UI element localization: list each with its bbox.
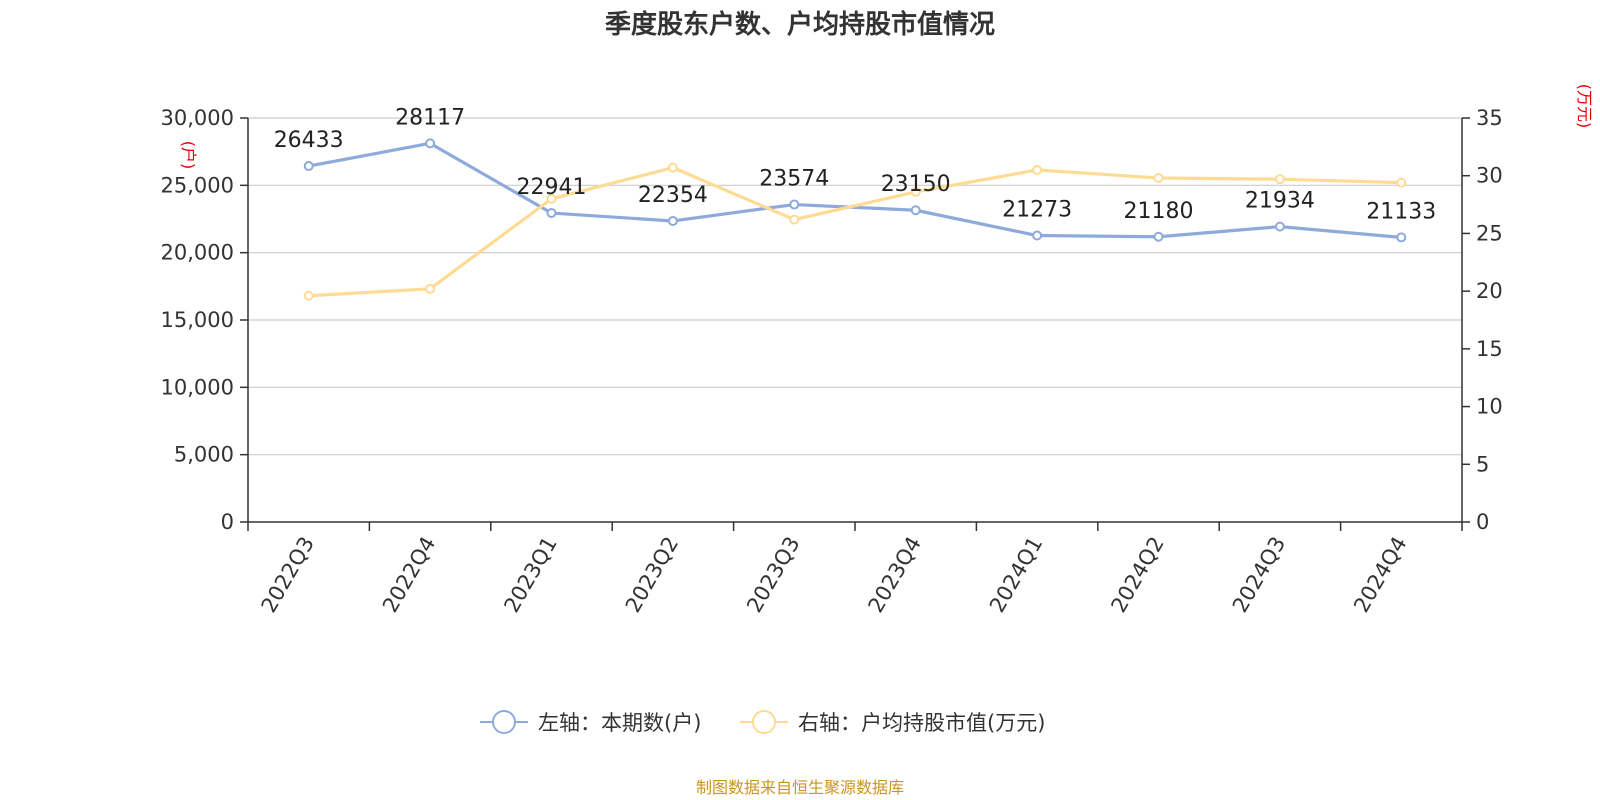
series-0-point[interactable] bbox=[910, 205, 921, 216]
series-line-0 bbox=[308, 141, 1402, 240]
legend-label-1[interactable]: 右轴：户均持股市值(万元) bbox=[798, 711, 1045, 735]
x-tick-label: 2022Q3 bbox=[257, 533, 319, 617]
series-layer bbox=[303, 138, 1407, 301]
legend[interactable]: 左轴：本期数(户) 右轴：户均持股市值(万元) bbox=[480, 710, 1045, 735]
series-1-point[interactable] bbox=[1153, 173, 1164, 184]
series-0-point[interactable] bbox=[546, 208, 557, 219]
chart-title: 季度股东户数、户均持股市值情况 bbox=[605, 9, 995, 40]
left-axis-ticks: 0 5,000 10,000 15,000 20,000 25,000 30,000 bbox=[161, 106, 248, 534]
left-tick-label: 10,000 bbox=[161, 375, 234, 399]
series-0-point[interactable] bbox=[1396, 232, 1407, 243]
data-label: 21934 bbox=[1245, 189, 1315, 214]
series-1-point[interactable] bbox=[667, 162, 678, 173]
right-tick-label: 20 bbox=[1476, 279, 1503, 303]
series-0-point[interactable] bbox=[667, 215, 678, 226]
series-1-point[interactable] bbox=[1274, 174, 1285, 185]
x-axis-ticks: 2022Q3 2022Q4 2023Q1 2023Q2 2023Q3 2023Q4 2024… bbox=[247, 522, 1463, 617]
series-0-point[interactable] bbox=[1153, 231, 1164, 242]
series-line-1 bbox=[308, 166, 1402, 298]
left-tick-label: 0 bbox=[221, 510, 234, 534]
x-tick-label: 2023Q4 bbox=[864, 533, 926, 617]
right-tick-label: 0 bbox=[1476, 510, 1489, 534]
legend-label-0[interactable]: 左轴：本期数(户) bbox=[538, 711, 701, 735]
data-label: 22941 bbox=[517, 175, 587, 200]
right-tick-label: 25 bbox=[1476, 221, 1503, 245]
series-0-point[interactable] bbox=[425, 138, 436, 149]
x-tick-label: 2024Q3 bbox=[1228, 533, 1290, 617]
right-axis-unit: (万元) bbox=[1575, 84, 1594, 129]
left-tick-label: 15,000 bbox=[161, 308, 234, 332]
left-tick-label: 20,000 bbox=[161, 241, 234, 265]
series-1-point[interactable] bbox=[425, 283, 436, 294]
left-tick-label: 5,000 bbox=[174, 443, 234, 467]
series-1-point[interactable] bbox=[546, 193, 557, 204]
data-label: 26433 bbox=[274, 128, 344, 153]
right-tick-label: 5 bbox=[1476, 452, 1489, 476]
series-0-point[interactable] bbox=[303, 161, 314, 172]
right-tick-label: 30 bbox=[1476, 164, 1503, 188]
series-0-point[interactable] bbox=[789, 199, 800, 210]
data-label: 21133 bbox=[1366, 199, 1436, 224]
legend-marker-1 bbox=[752, 710, 776, 734]
left-axis-unit: (户) bbox=[179, 141, 198, 170]
x-tick-label: 2024Q2 bbox=[1106, 533, 1168, 617]
series-1-point[interactable] bbox=[910, 186, 921, 197]
x-tick-label: 2023Q2 bbox=[621, 533, 683, 617]
data-label: 28117 bbox=[395, 105, 465, 130]
series-0-point[interactable] bbox=[1274, 221, 1285, 232]
x-tick-label: 2023Q3 bbox=[742, 533, 804, 617]
series-1-point[interactable] bbox=[789, 214, 800, 225]
data-labels: 26433 28117 22941 22354 23574 23150 21273 21180… bbox=[274, 105, 1437, 224]
series-1-point[interactable] bbox=[1032, 164, 1043, 175]
left-tick-label: 25,000 bbox=[161, 173, 234, 197]
data-label: 21273 bbox=[1002, 198, 1072, 223]
series-1-point[interactable] bbox=[303, 290, 314, 301]
legend-marker-0 bbox=[492, 710, 516, 734]
x-tick-label: 2022Q4 bbox=[378, 533, 440, 617]
data-label: 23150 bbox=[881, 172, 951, 197]
series-0-point[interactable] bbox=[1032, 230, 1043, 241]
data-label: 21180 bbox=[1124, 199, 1194, 224]
gridlines bbox=[248, 117, 1462, 456]
x-tick-label: 2024Q1 bbox=[985, 533, 1047, 617]
right-tick-label: 10 bbox=[1476, 395, 1503, 419]
data-label: 23574 bbox=[759, 167, 829, 192]
right-tick-label: 15 bbox=[1476, 337, 1503, 361]
x-tick-label: 2024Q4 bbox=[1349, 533, 1411, 617]
left-tick-label: 30,000 bbox=[161, 106, 234, 130]
right-axis-ticks: 0 5 10 15 20 25 30 35 bbox=[1462, 106, 1503, 534]
right-tick-label: 35 bbox=[1476, 106, 1503, 130]
series-1-point[interactable] bbox=[1396, 177, 1407, 188]
x-tick-label: 2023Q1 bbox=[499, 533, 561, 617]
source-note: 制图数据来自恒生聚源数据库 bbox=[696, 778, 904, 797]
data-label: 22354 bbox=[638, 183, 708, 208]
